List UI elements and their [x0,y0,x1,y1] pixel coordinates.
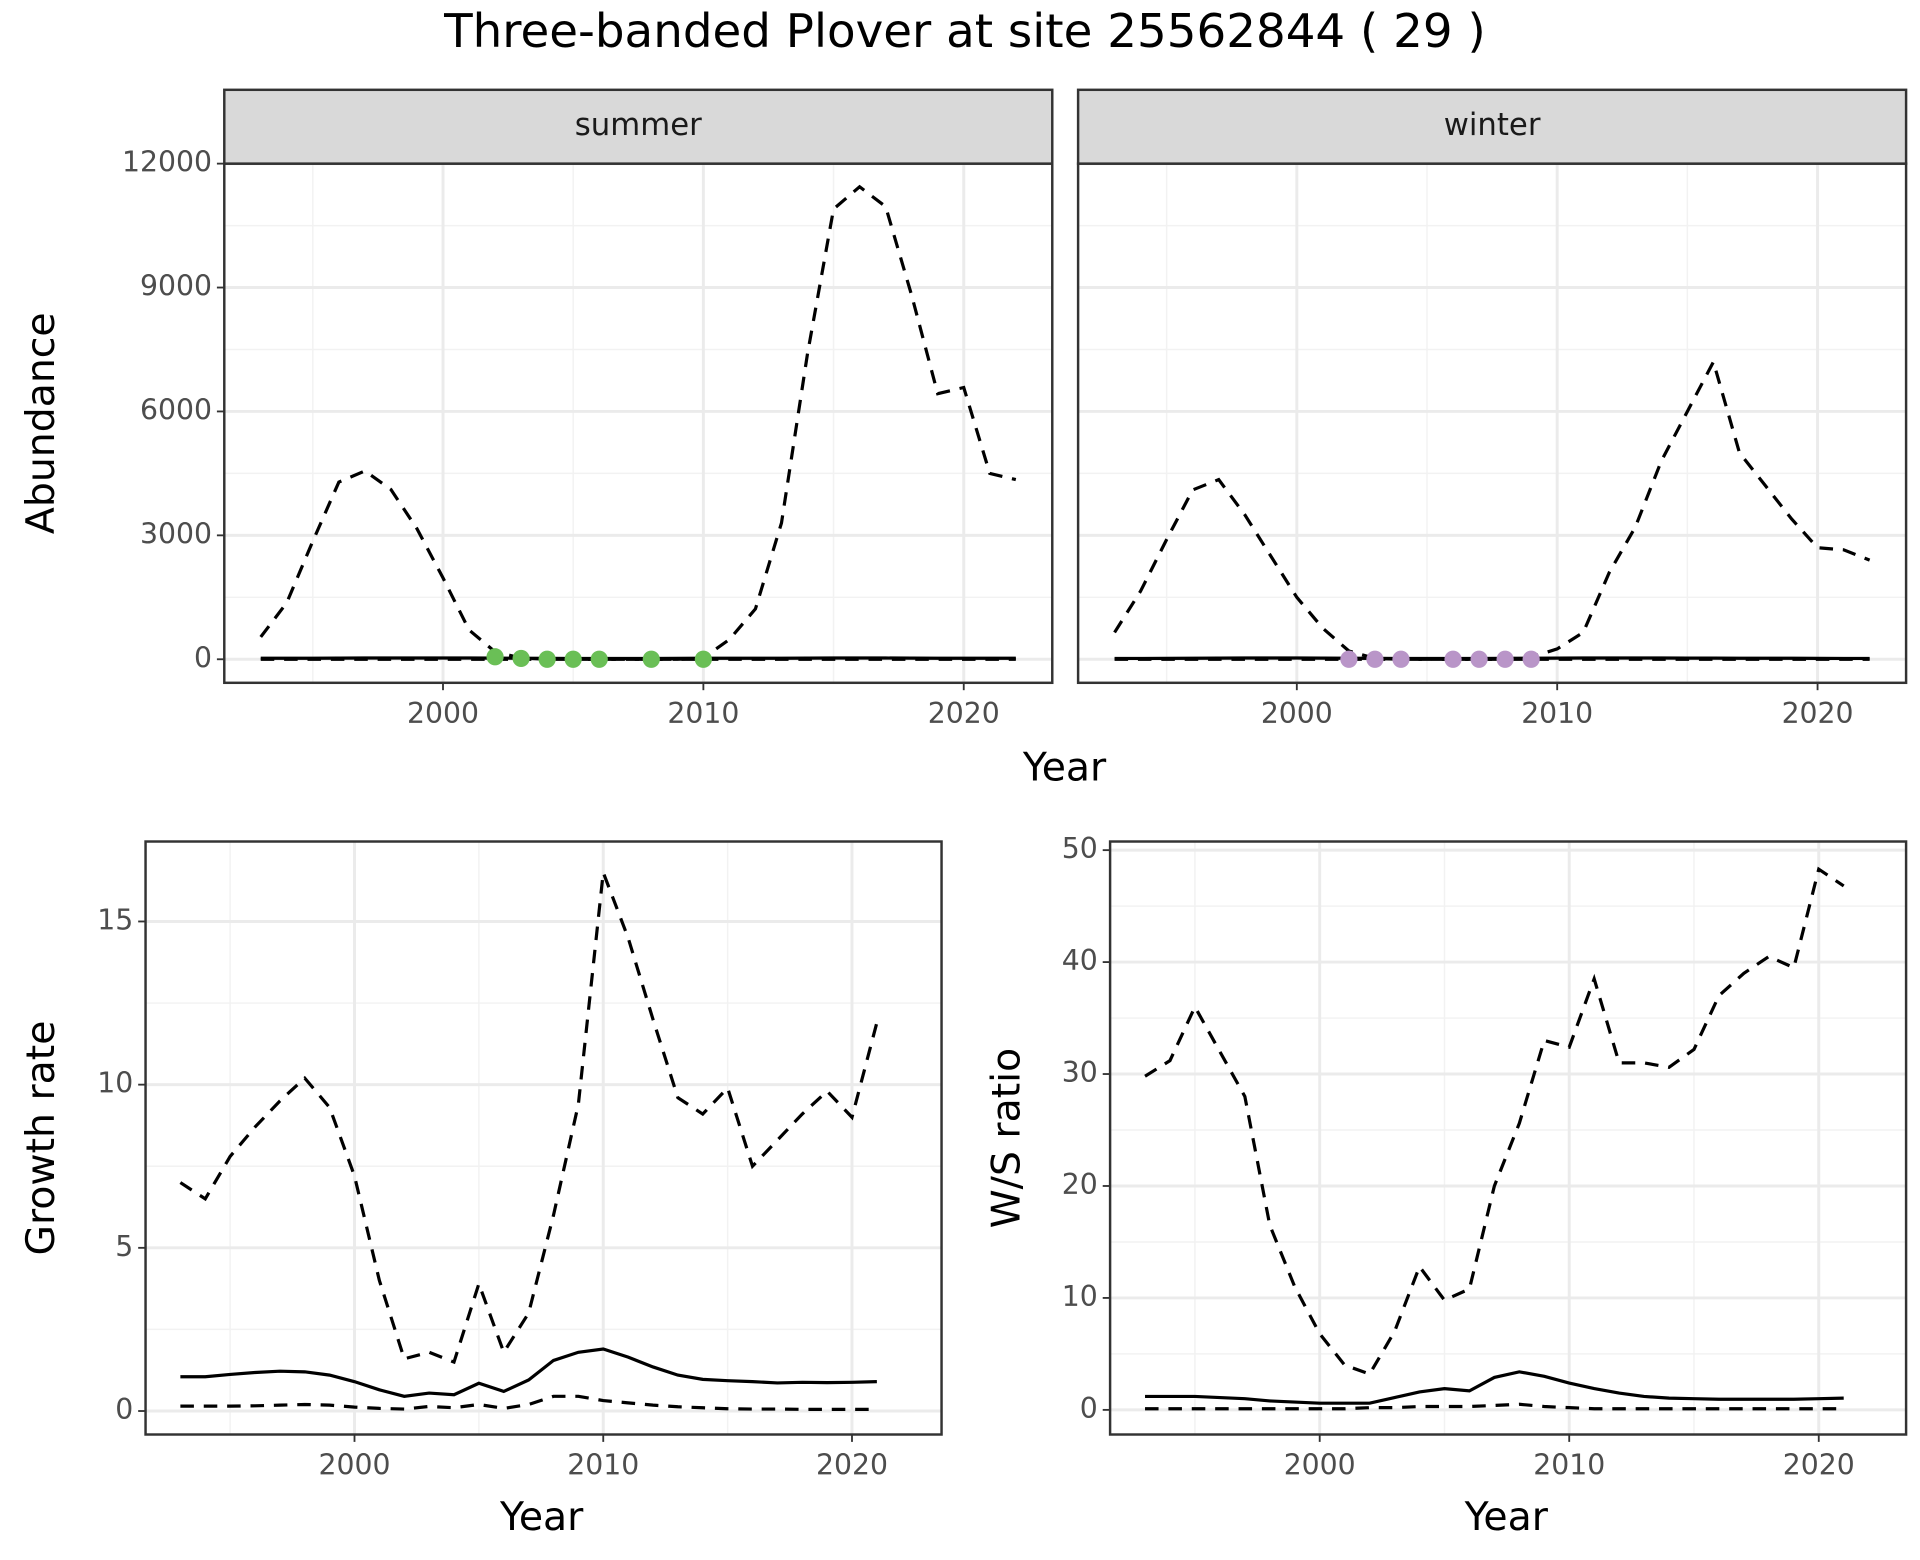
dashed-line [259,184,1017,661]
dashed-line [1145,1402,1844,1411]
x-tick-label: 2000 [1261,697,1333,730]
x-tick-label: 2020 [928,697,1000,730]
x-tick-label: 2020 [1782,697,1854,730]
point [1496,650,1514,668]
line [1145,1370,1844,1405]
x-tick-label: 2010 [1521,697,1593,730]
dashed-line [1144,866,1845,1377]
panel-border [1076,162,1908,685]
y-tick-label: 0 [115,1393,133,1426]
panel: 2000 2010 2020 winter [1076,88,1908,730]
panel-border [144,840,943,1436]
y-tick-label: 12000 [122,146,212,179]
point [1392,650,1410,668]
x-axis-title: Year [499,1494,584,1540]
x-tick-label: 2010 [1533,1448,1605,1481]
panel-border [223,162,1054,685]
panel: 2000 2010 2020 0 3000 6000 9000 12000 summer Abun… [18,88,1107,791]
facet-strip [1076,88,1908,165]
x-tick-label: 2000 [1284,1448,1356,1481]
y-tick-label: 3000 [140,517,212,550]
y-tick-label: 15 [97,903,133,936]
dashed-line [179,871,879,1365]
y-axis-title: W/S ratio [984,1048,1030,1228]
x-tick-label: 2010 [667,697,739,730]
x-tick-label: 2010 [567,1448,639,1481]
point [512,649,530,668]
point [538,650,556,668]
y-axis-title: Abundance [18,312,64,534]
panel-border [1108,840,1908,1436]
x-tick-label: 2020 [816,1448,888,1481]
line [180,1347,877,1398]
x-tick-label: 2000 [407,697,479,730]
dashed-line [1113,357,1871,661]
facet-label: winter [1444,107,1541,143]
y-tick-label: 0 [194,641,212,674]
y-tick-label: 40 [1062,944,1098,977]
y-tick-label: 6000 [140,393,212,426]
point [642,650,660,668]
point [590,650,608,668]
y-tick-label: 0 [1080,1392,1098,1425]
y-tick-label: 5 [115,1230,133,1263]
x-tick-label: 2000 [319,1448,391,1481]
y-tick-label: 20 [1062,1168,1098,1201]
y-tick-label: 30 [1062,1056,1098,1089]
y-tick-label: 10 [97,1067,133,1100]
x-axis-title: Year [1022,745,1107,791]
facet-strip [223,88,1054,165]
point [1522,650,1540,668]
panel: 2000 2010 2020 0 5 10 15 Growth rate Year [18,840,943,1540]
panel: 2000 2010 2020 0 10 20 30 40 50 W/S ratio Year [984,832,1908,1540]
point [486,648,504,666]
facet-label: summer [575,107,702,143]
y-tick-label: 9000 [140,270,212,303]
point [1366,650,1384,668]
point [1470,650,1488,668]
point [564,650,582,668]
y-tick-label: 10 [1062,1280,1098,1313]
point [1340,650,1358,668]
y-tick-label: 50 [1062,832,1098,865]
x-axis-title: Year [1464,1494,1549,1540]
chart-title: Three-banded Plover at site 25562844 ( 2… [443,5,1486,59]
point [1444,650,1462,668]
dashed-line [180,1394,877,1411]
x-tick-label: 2020 [1783,1448,1855,1481]
y-axis-title: Growth rate [18,1021,64,1256]
point [694,650,712,668]
